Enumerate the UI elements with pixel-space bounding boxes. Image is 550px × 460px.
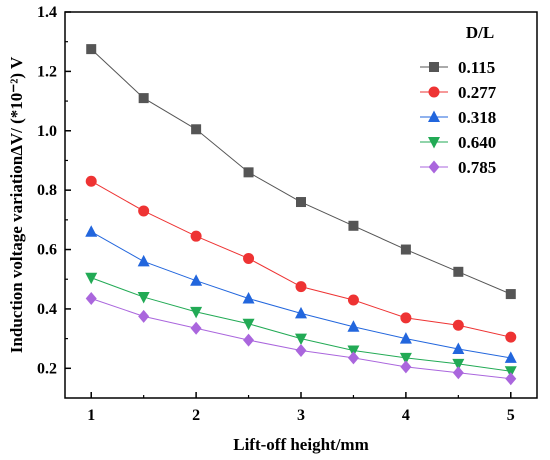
y-tick-label: 0.4 bbox=[37, 301, 57, 318]
data-point bbox=[348, 220, 359, 231]
x-tick-label: 4 bbox=[402, 407, 410, 424]
y-tick-label: 1.2 bbox=[37, 63, 57, 80]
data-point bbox=[347, 345, 360, 357]
data-point bbox=[452, 342, 465, 355]
data-point bbox=[296, 197, 306, 208]
data-point bbox=[138, 309, 150, 323]
data-point bbox=[85, 272, 98, 285]
legend-label: 0.277 bbox=[458, 83, 497, 102]
data-point bbox=[505, 372, 517, 386]
data-point bbox=[190, 274, 203, 286]
legend-marker bbox=[428, 86, 440, 98]
data-point bbox=[347, 320, 360, 332]
data-point bbox=[242, 292, 255, 304]
legend-title: D/L bbox=[466, 23, 494, 42]
legend: D/L 0.115 0.277 0.318 0.640 0.785 bbox=[420, 23, 497, 177]
y-tick-label: 0.2 bbox=[37, 360, 57, 377]
data-point bbox=[190, 230, 202, 242]
data-point bbox=[295, 343, 307, 357]
y-tick-label: 0.6 bbox=[37, 242, 57, 259]
y-tick-label: 0.8 bbox=[37, 182, 57, 199]
data-point bbox=[347, 294, 359, 306]
legend-label: 0.115 bbox=[458, 58, 495, 77]
series-line bbox=[90, 48, 511, 295]
data-point bbox=[295, 306, 307, 319]
data-point bbox=[452, 319, 464, 331]
data-point bbox=[243, 333, 255, 347]
data-point bbox=[400, 360, 412, 374]
data-point bbox=[295, 333, 307, 346]
data-point bbox=[452, 366, 464, 380]
data-point bbox=[138, 205, 150, 217]
legend-label: 0.785 bbox=[458, 158, 496, 177]
x-tick-label: 2 bbox=[192, 407, 200, 424]
x-tick-label: 1 bbox=[87, 407, 95, 424]
data-point bbox=[137, 254, 150, 267]
data-point bbox=[190, 321, 202, 335]
data-point bbox=[86, 44, 97, 55]
data-point bbox=[399, 332, 412, 344]
data-point bbox=[505, 331, 517, 343]
data-point bbox=[504, 351, 517, 363]
data-point bbox=[505, 289, 516, 300]
legend-marker bbox=[428, 160, 440, 174]
data-point bbox=[243, 252, 255, 264]
data-point bbox=[400, 244, 411, 255]
data-point bbox=[85, 175, 97, 187]
y-axis-title: Induction voltage variationΔV/ (*10⁻²) V bbox=[7, 56, 26, 353]
data-point bbox=[85, 292, 97, 306]
legend-marker bbox=[428, 137, 440, 149]
data-point bbox=[399, 352, 412, 365]
data-point bbox=[347, 351, 359, 365]
data-point bbox=[453, 266, 464, 277]
data-point bbox=[137, 292, 150, 304]
data-point bbox=[452, 358, 465, 371]
series-layer bbox=[85, 44, 517, 386]
data-point bbox=[295, 281, 307, 293]
y-tick-label: 1.4 bbox=[37, 4, 57, 21]
y-tick-label: 1.0 bbox=[37, 123, 57, 140]
data-point bbox=[191, 124, 202, 135]
legend-marker bbox=[428, 110, 440, 122]
x-tick-label: 5 bbox=[507, 407, 515, 424]
data-point bbox=[504, 366, 517, 378]
axis-ticks: 1 2 3 4 5 0.2 0.4 0.6 0.8 1.0 1.2 1.4 bbox=[37, 4, 515, 424]
data-point bbox=[243, 167, 254, 178]
x-axis-title: Lift-off height/mm bbox=[233, 435, 369, 454]
legend-label: 0.640 bbox=[458, 133, 496, 152]
data-point bbox=[242, 318, 255, 331]
legend-marker bbox=[429, 62, 439, 72]
x-tick-label: 3 bbox=[297, 407, 305, 424]
data-point bbox=[85, 225, 98, 237]
data-point bbox=[138, 93, 149, 104]
data-point bbox=[400, 312, 412, 324]
legend-label: 0.318 bbox=[458, 108, 496, 127]
data-point bbox=[190, 306, 203, 319]
